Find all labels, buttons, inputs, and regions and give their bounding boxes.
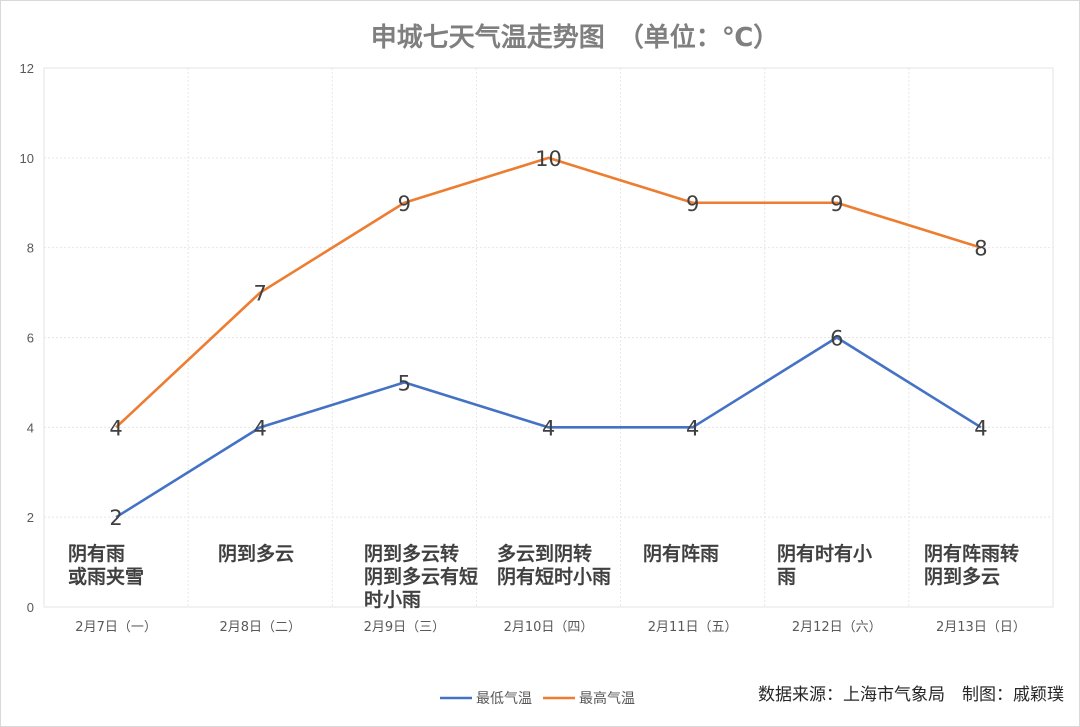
series-line-min [115, 336, 982, 519]
y-tick-label: 4 [27, 420, 34, 435]
x-tick-label: 2月8日（二） [219, 620, 301, 635]
weather-text: 阴到多云转 [364, 542, 459, 565]
data-label: 4 [542, 416, 555, 440]
data-label: 9 [686, 192, 699, 216]
legend-label: 最低气温 [476, 691, 532, 707]
data-labels: 2 4 5 4 4 6 4 4 7 9 10 9 9 8 [109, 147, 987, 530]
y-tick-label: 10 [20, 151, 34, 166]
weather-text: 阴到多云 [218, 542, 294, 565]
data-label: 4 [974, 416, 987, 440]
weather-text: 阴有阵雨 [643, 542, 719, 565]
weather-text: 阴有阵雨转 [924, 542, 1019, 565]
y-tick-label: 2 [27, 510, 34, 525]
chart-series [115, 156, 982, 519]
weather-text: 阴到多云 [924, 565, 1000, 588]
chart-legend: 最低气温 最高气温 [440, 690, 635, 707]
series-line-max [115, 156, 982, 429]
data-label: 5 [398, 371, 411, 395]
y-axis-ticks: 0 2 4 6 8 10 12 [20, 61, 34, 615]
y-tick-label: 0 [27, 600, 34, 615]
weather-text: 阴到多云有短 [364, 565, 478, 588]
weather-text: 雨 [777, 566, 796, 588]
data-label: 9 [398, 192, 411, 216]
data-label: 2 [109, 506, 122, 530]
data-label: 9 [830, 192, 843, 216]
legend-label: 最高气温 [579, 690, 635, 707]
data-label: 10 [535, 147, 562, 171]
x-tick-label: 2月7日（一） [75, 620, 157, 635]
data-label: 4 [254, 416, 267, 440]
y-tick-label: 6 [27, 331, 34, 346]
weather-text: 多云到阴转 [497, 542, 592, 565]
weather-text: 阴有短时小雨 [497, 565, 611, 588]
weather-text: 阴有雨 [68, 542, 125, 565]
y-tick-label: 12 [20, 61, 34, 76]
weather-text: 或雨夹雪 [68, 565, 144, 588]
data-label: 7 [254, 282, 267, 306]
data-label: 4 [686, 416, 699, 440]
y-tick-label: 8 [27, 241, 34, 256]
x-tick-label: 2月11日（五） [648, 620, 738, 635]
x-tick-label: 2月9日（三） [364, 620, 446, 635]
chart-title: 申城七天气温走势图 （单位：℃） [371, 22, 780, 53]
data-label: 8 [974, 237, 987, 261]
data-label: 6 [830, 327, 843, 351]
x-tick-label: 2月10日（四） [504, 620, 594, 635]
weather-text: 阴有时有小 [777, 542, 872, 565]
x-tick-label: 2月12日（六） [792, 620, 882, 635]
weather-text: 时小雨 [364, 589, 421, 611]
data-label: 4 [109, 416, 122, 440]
x-tick-label: 2月13日（日） [936, 620, 1026, 635]
data-source-credit: 数据来源：上海市气象局 制图：戚颖璞 [758, 685, 1064, 705]
x-axis-ticks: 2月7日（一） 2月8日（二） 2月9日（三） 2月10日（四） 2月11日（五） 2月1… [75, 620, 1026, 635]
